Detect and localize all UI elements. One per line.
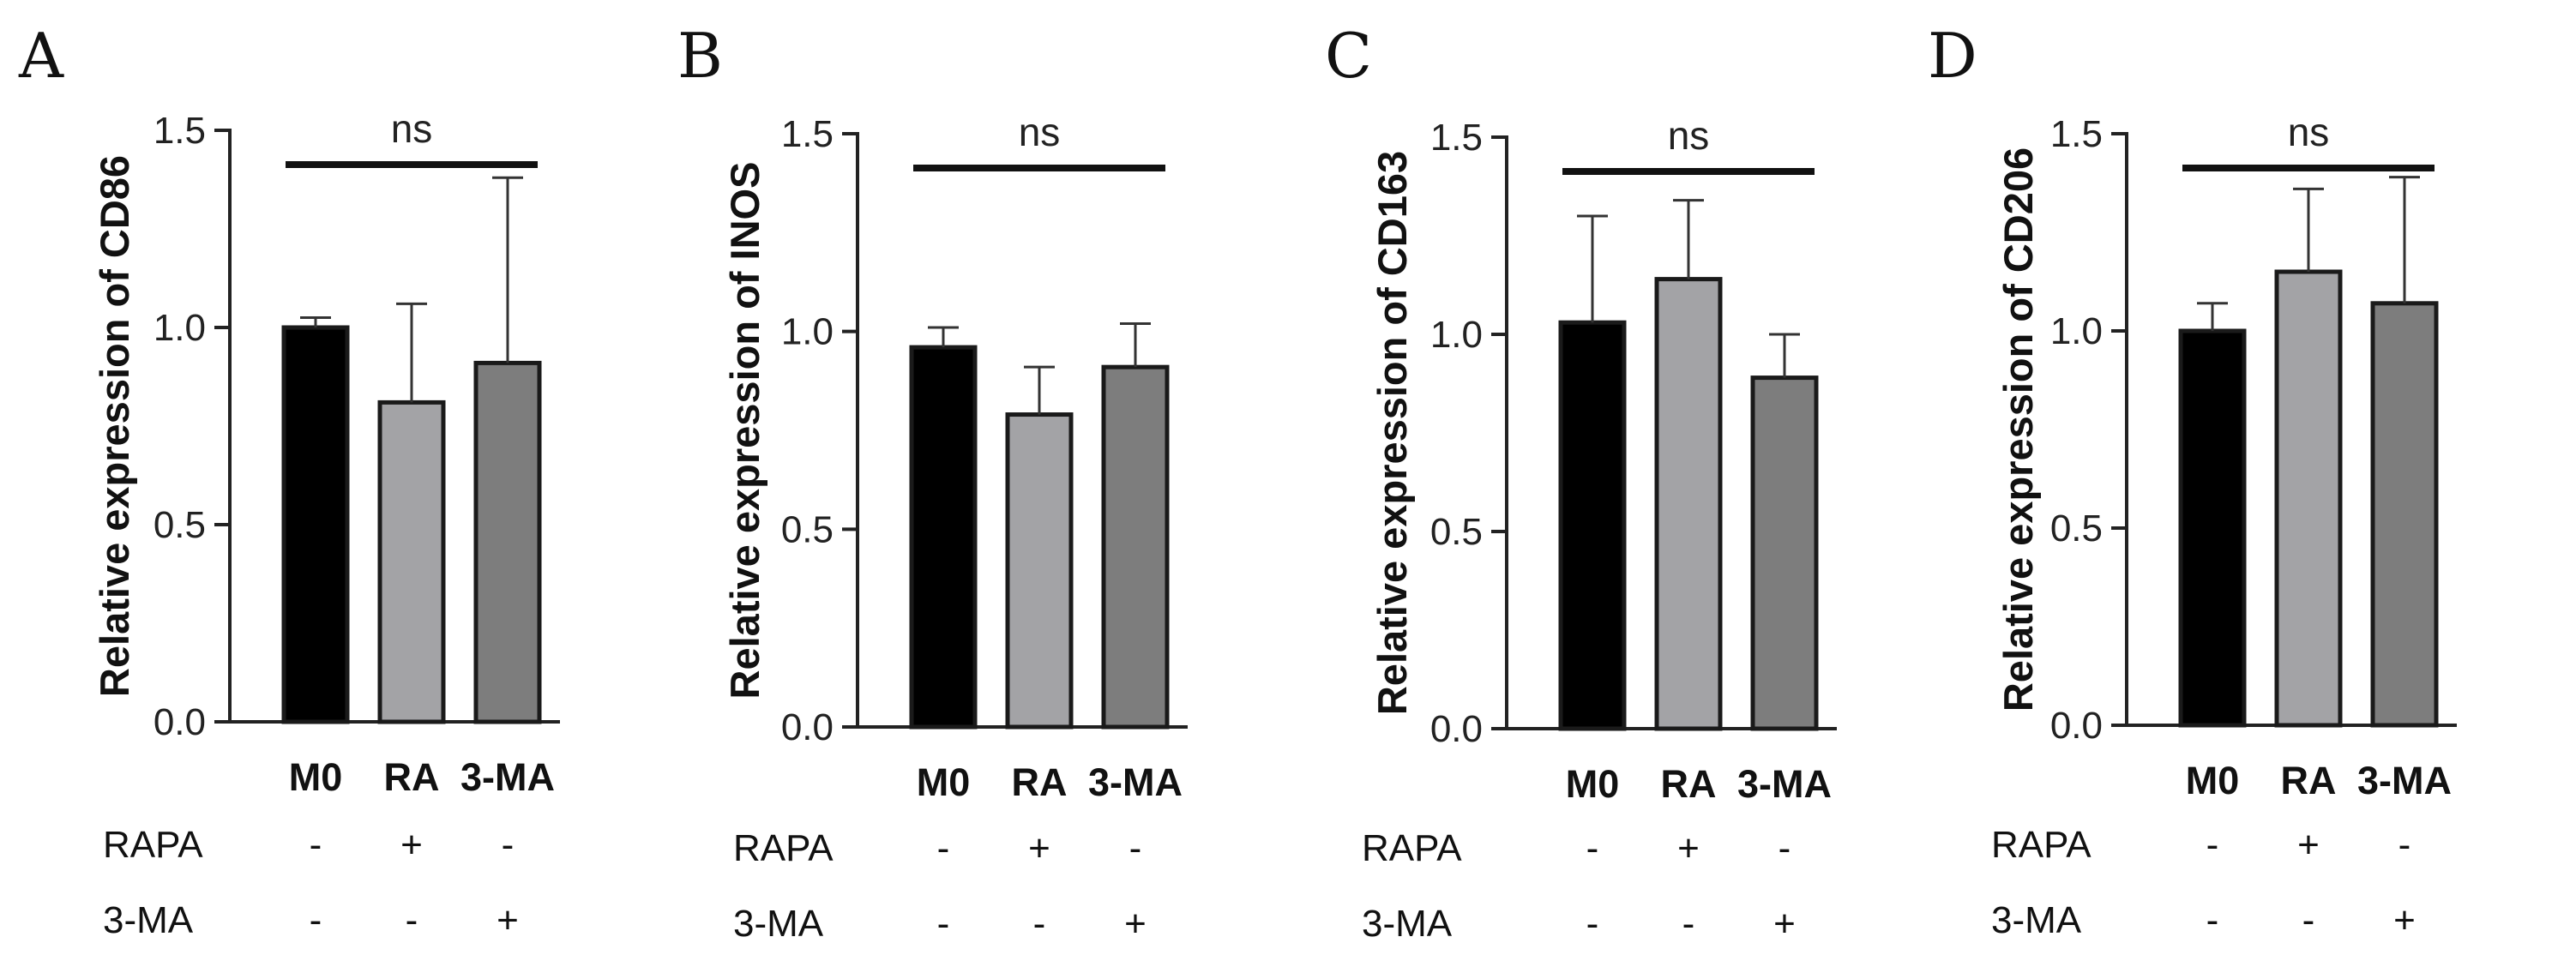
- panel-letter: B: [677, 20, 723, 92]
- category-label: RA: [1012, 760, 1068, 804]
- y-tick-label: 0.5: [1430, 511, 1483, 553]
- treatment-mark: -: [2206, 824, 2219, 866]
- treatment-mark: -: [2398, 824, 2411, 866]
- y-tick-label: 0.0: [1430, 708, 1483, 750]
- significance-label: ns: [391, 106, 433, 151]
- category-label: 3-MA: [1088, 760, 1183, 804]
- category-label: 3-MA: [1737, 762, 1832, 806]
- category-label: M0: [917, 760, 971, 804]
- treatment-mark: +: [1028, 827, 1050, 869]
- y-tick-label: 1.0: [2050, 310, 2103, 352]
- treatment-mark: +: [1677, 827, 1700, 869]
- bar-m0: [281, 325, 350, 724]
- category-label: 3-MA: [460, 755, 555, 799]
- category-label: RA: [384, 755, 440, 799]
- treatment-mark: -: [937, 827, 950, 869]
- y-tick-label: 1.5: [781, 113, 834, 155]
- significance-label: ns: [2288, 110, 2330, 154]
- category-label: M0: [2186, 759, 2240, 802]
- y-tick-label: 1.5: [2050, 113, 2103, 155]
- category-label: M0: [289, 755, 343, 799]
- category-label: 3-MA: [2357, 759, 2452, 802]
- bar-ra: [377, 399, 446, 724]
- bar-ra: [1005, 412, 1074, 730]
- bar-3-ma: [1750, 375, 1819, 731]
- y-axis-label: Relative expression of INOS: [722, 162, 767, 700]
- bar-m0: [2178, 328, 2247, 728]
- y-tick-label: 0.5: [781, 508, 834, 550]
- category-label: RA: [2281, 759, 2337, 802]
- y-tick-label: 0.0: [2050, 705, 2103, 747]
- treatment-mark: -: [1586, 827, 1599, 869]
- treatment-mark: -: [2206, 899, 2219, 941]
- chart-panel-b: B Relative expression of INOS 0.0 0.5 1.0 1.5…: [677, 20, 1188, 945]
- treatment-label: RAPA: [103, 824, 203, 866]
- treatment-label: RAPA: [1362, 827, 1462, 869]
- y-tick-label: 1.0: [153, 307, 206, 349]
- y-tick-label: 0.0: [781, 706, 834, 748]
- y-tick-label: 1.5: [153, 110, 206, 152]
- treatment-label: 3-MA: [1362, 903, 1453, 945]
- y-axis-label: Relative expression of CD86: [92, 155, 137, 697]
- y-tick-label: 0.5: [2050, 508, 2103, 550]
- treatment-mark: -: [502, 824, 515, 866]
- bar-ra: [1654, 277, 1723, 731]
- y-tick-label: 1.0: [781, 311, 834, 353]
- treatment-mark: +: [497, 899, 519, 941]
- category-label: M0: [1566, 762, 1620, 806]
- category-label: RA: [1661, 762, 1717, 806]
- treatment-label: RAPA: [1991, 824, 2091, 866]
- y-axis-label: Relative expression of CD206: [1995, 147, 2041, 712]
- treatment-mark: +: [400, 824, 423, 866]
- bar-ra: [2274, 269, 2343, 728]
- treatment-mark: +: [1773, 903, 1796, 945]
- bar-3-ma: [473, 360, 542, 724]
- y-tick-label: 1.0: [1430, 314, 1483, 356]
- treatment-mark: -: [1682, 903, 1695, 945]
- treatment-mark: -: [937, 903, 950, 945]
- treatment-label: 3-MA: [103, 899, 194, 941]
- treatment-mark: -: [2302, 899, 2315, 941]
- treatment-mark: -: [1779, 827, 1791, 869]
- treatment-mark: +: [1124, 903, 1147, 945]
- significance-label: ns: [1668, 113, 1710, 158]
- bar-m0: [1558, 320, 1627, 731]
- panel-letter: A: [18, 20, 64, 92]
- treatment-mark: -: [310, 824, 322, 866]
- treatment-mark: +: [2393, 899, 2416, 941]
- y-tick-label: 0.5: [153, 504, 206, 546]
- treatment-mark: +: [2297, 824, 2320, 866]
- bar-m0: [909, 345, 978, 730]
- treatment-mark: -: [1586, 903, 1599, 945]
- treatment-mark: -: [1033, 903, 1046, 945]
- treatment-mark: -: [310, 899, 322, 941]
- y-tick-label: 0.0: [153, 701, 206, 743]
- treatment-label: 3-MA: [1991, 899, 2082, 941]
- chart-panel-a: A Relative expression of CD86 0.0 0.5 1.0 1.5…: [18, 20, 560, 941]
- significance-label: ns: [1019, 110, 1061, 154]
- panel-letter: D: [1928, 20, 1977, 92]
- y-axis-label: Relative expression of CD163: [1369, 151, 1415, 715]
- treatment-label: RAPA: [733, 827, 834, 869]
- bar-3-ma: [1101, 364, 1170, 730]
- panel-letter: C: [1325, 20, 1372, 92]
- chart-panel-c: C Relative expression of CD163 0.0 0.5 1.0 1.…: [1325, 20, 1837, 945]
- bar-3-ma: [2370, 301, 2439, 728]
- treatment-label: 3-MA: [733, 903, 824, 945]
- treatment-mark: -: [1129, 827, 1142, 869]
- treatment-mark: -: [406, 899, 418, 941]
- y-tick-label: 1.5: [1430, 117, 1483, 159]
